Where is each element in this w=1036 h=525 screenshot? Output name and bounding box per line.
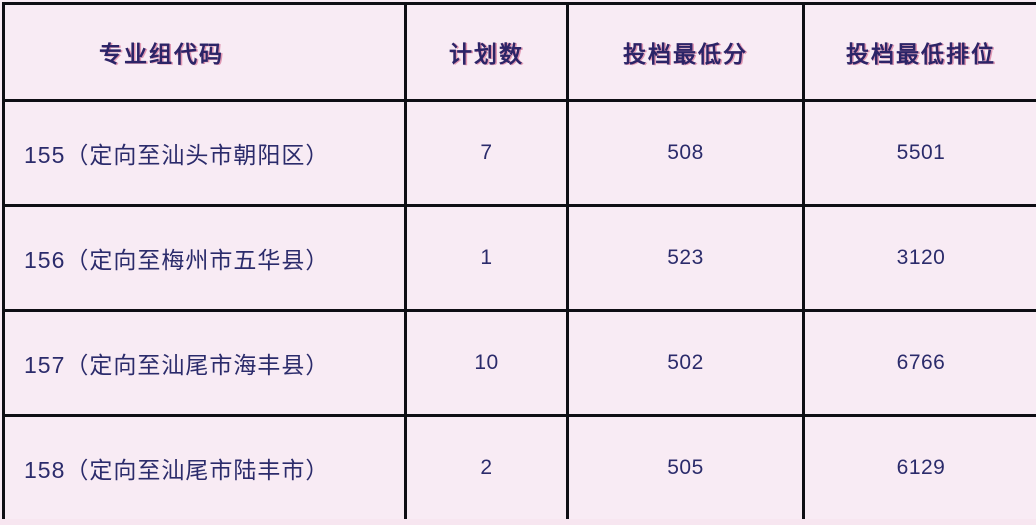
cell-min-rank: 5501	[802, 99, 1036, 207]
cell-min-rank: 6766	[802, 309, 1036, 417]
cell-group-code: 156（定向至梅州市五华县）	[2, 204, 407, 312]
cell-group-code: 157（定向至汕尾市海丰县）	[2, 309, 407, 417]
cell-plan-count: 2	[404, 414, 569, 522]
table-row: 156（定向至梅州市五华县） 1 523 3120	[2, 204, 1036, 312]
cell-min-rank: 3120	[802, 204, 1036, 312]
cell-min-score: 502	[566, 309, 805, 417]
column-header-min-rank: 投档最低排位	[802, 2, 1036, 102]
column-header-plan-count: 计划数	[404, 2, 569, 102]
column-header-group-code: 专业组代码	[2, 2, 407, 102]
cell-min-score: 508	[566, 99, 805, 207]
cut-off-next-row-sliver	[0, 519, 1036, 525]
cell-min-rank: 6129	[802, 414, 1036, 522]
cell-plan-count: 7	[404, 99, 569, 207]
table-header-row: 专业组代码 计划数 投档最低分 投档最低排位	[2, 2, 1036, 102]
cell-min-score: 505	[566, 414, 805, 522]
cell-min-score: 523	[566, 204, 805, 312]
table-row: 158（定向至汕尾市陆丰市） 2 505 6129	[2, 414, 1036, 522]
table-row: 157（定向至汕尾市海丰县） 10 502 6766	[2, 309, 1036, 417]
table-row: 155（定向至汕头市朝阳区） 7 508 5501	[2, 99, 1036, 207]
column-header-min-score: 投档最低分	[566, 2, 805, 102]
cell-group-code: 158（定向至汕尾市陆丰市）	[2, 414, 407, 522]
cell-plan-count: 1	[404, 204, 569, 312]
cell-plan-count: 10	[404, 309, 569, 417]
cell-group-code: 155（定向至汕头市朝阳区）	[2, 99, 407, 207]
